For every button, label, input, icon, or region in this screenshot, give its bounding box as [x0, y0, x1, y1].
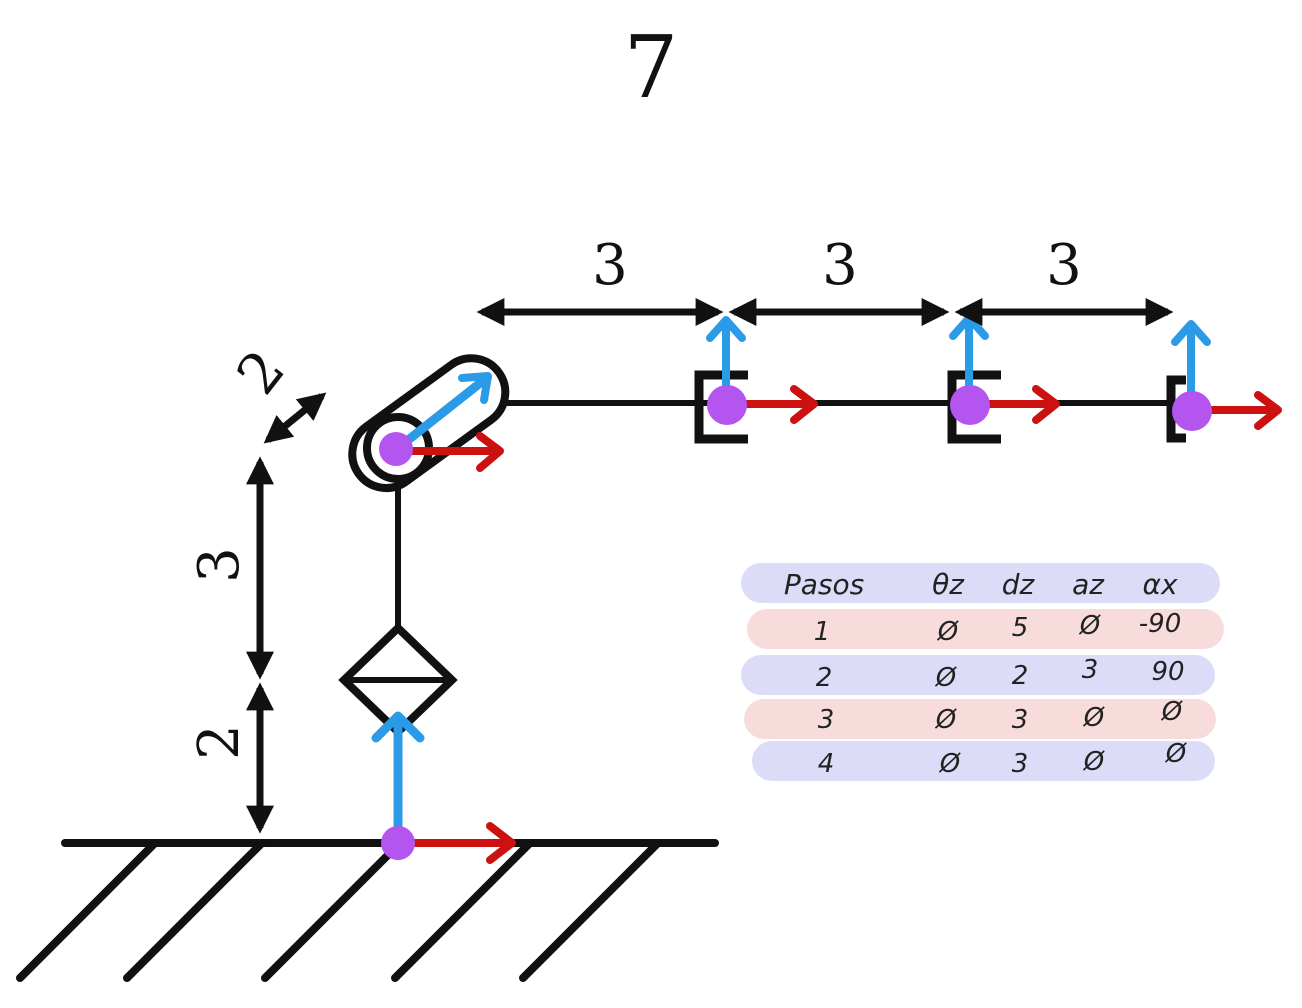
dh-cell: Ø [937, 617, 960, 647]
dh-header-theta: θz [932, 568, 965, 601]
dh-cell: 3 [1082, 655, 1099, 685]
dh-cell: 3 [1012, 749, 1029, 779]
frame-1 [379, 372, 504, 472]
dh-cell: 90 [1151, 657, 1184, 687]
dh-cell: 2 [816, 663, 833, 693]
prismatic-joint-2 [694, 316, 818, 444]
dh-cell: 4 [818, 749, 835, 779]
figure-title: 7 [623, 18, 679, 118]
dim-label-link2: 3 [822, 233, 858, 298]
dim-label-offset: 2 [225, 339, 298, 407]
dh-header-steps: Pasos [784, 568, 864, 601]
dh-table-row-bg [744, 699, 1216, 739]
dh-cell: 3 [818, 705, 835, 735]
dh-cell: 5 [1012, 613, 1029, 643]
dh-cell: Ø [935, 663, 958, 693]
dim-label-link1: 3 [592, 233, 628, 298]
dh-cell: 1 [814, 617, 831, 647]
dh-header-d: dz [1002, 568, 1036, 601]
dimension-arrows-vertical [246, 392, 327, 834]
dim-label-vert-upper: 3 [187, 547, 252, 583]
end-effector [1166, 320, 1282, 443]
dh-cell: Ø [1083, 703, 1106, 733]
dh-cell: Ø [1083, 747, 1106, 777]
dh-table-row-bg [747, 609, 1224, 649]
dh-header-a: az [1072, 568, 1105, 601]
dh-cell: -90 [1139, 609, 1181, 639]
dh-cell: Ø [1161, 697, 1184, 727]
ground [16, 839, 719, 982]
dh-table: Pasos θz dz az αx 1 Ø 5 Ø -90 2 Ø 2 3 90… [741, 563, 1224, 781]
dh-cell: Ø [939, 749, 962, 779]
dh-cell: 2 [1012, 661, 1029, 691]
dh-table-header-bg [741, 563, 1220, 603]
dh-table-row-bg [752, 741, 1215, 781]
frame-0 [371, 711, 516, 864]
dim-label-vert-lower: 2 [187, 724, 252, 760]
dh-cell: 3 [1012, 705, 1029, 735]
dh-table-row-bg [741, 655, 1215, 695]
dh-cell: Ø [1165, 739, 1188, 769]
dh-cell: Ø [1079, 611, 1102, 641]
dim-label-link3: 3 [1046, 233, 1082, 298]
prismatic-joint-3 [947, 314, 1060, 444]
dh-cell: Ø [935, 705, 958, 735]
dh-header-alpha: αx [1142, 568, 1177, 601]
